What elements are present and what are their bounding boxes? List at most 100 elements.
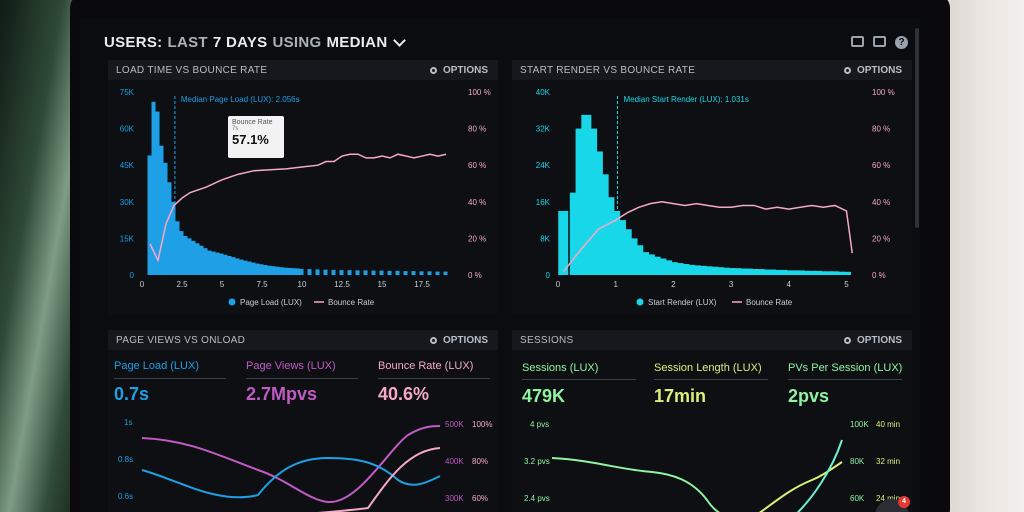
divider — [654, 379, 768, 380]
gear-icon — [429, 66, 437, 74]
bar — [719, 267, 730, 275]
panel-title: LOAD TIME VS BOUNCE RATE — [116, 64, 268, 76]
scrollbar[interactable] — [915, 28, 919, 228]
bar — [817, 271, 828, 275]
y-tick-label: 75K — [120, 88, 135, 97]
x-tick-label: 5 — [220, 280, 225, 289]
start-render-chart: 40K 32K 24K 16K 8K 0 100 % 80 % 60 % 40 % 20 % 0 % 0… — [536, 88, 895, 307]
load-time-chart: 75K 60K 45K 30K 15K 0 100 % 80 % 60 % 40 % 20 % 0 %… — [120, 88, 491, 307]
bar — [379, 270, 384, 275]
bar — [191, 240, 196, 275]
bar — [662, 260, 673, 275]
bar — [765, 269, 776, 275]
bar — [223, 254, 228, 275]
bar — [702, 266, 713, 275]
bar — [679, 264, 690, 275]
divider — [522, 379, 636, 380]
bar — [427, 271, 432, 275]
dashboard-screen: USERS: LAST 7 DAYS USING MEDIAN ? LOAD T… — [80, 18, 920, 512]
tooltip-value: 57.1% — [232, 132, 269, 147]
legend-label: Bounce Rate — [328, 298, 375, 307]
bar — [610, 210, 621, 275]
x-tick-label: 15 — [378, 280, 387, 289]
axis-tick: 500K — [445, 420, 464, 429]
x-tick-label: 10 — [298, 280, 307, 289]
series-line-page-load — [141, 425, 441, 504]
bar — [199, 245, 204, 275]
tooltip-label: Bounce Rate — [232, 119, 273, 126]
axis-tick: 80K — [850, 457, 865, 466]
bar — [598, 174, 609, 275]
title-users: USERS: — [104, 33, 163, 51]
bounce-rate-line — [563, 201, 853, 272]
bar — [443, 271, 448, 275]
bar — [411, 271, 416, 275]
bar — [323, 269, 328, 275]
bar — [195, 243, 200, 275]
options-button[interactable]: OPTIONS — [429, 65, 488, 76]
divider — [114, 378, 226, 379]
monitor-icon[interactable] — [851, 36, 864, 47]
bar — [255, 263, 260, 275]
bar — [263, 264, 268, 275]
bar — [295, 268, 300, 275]
options-button[interactable]: OPTIONS — [843, 64, 902, 76]
axis-tick: 3.2 pvs — [524, 457, 550, 466]
top-toolbar: ? — [851, 36, 908, 49]
bar — [419, 271, 424, 275]
chevron-down-icon[interactable] — [393, 33, 407, 47]
bounce-rate-line — [149, 153, 447, 263]
bar — [737, 268, 748, 275]
bar — [615, 220, 626, 275]
y2-tick-label: 20 % — [468, 234, 486, 243]
bar — [395, 270, 400, 275]
metric-label: Sessions (LUX) — [522, 362, 599, 374]
axis-tick: 60K — [850, 494, 865, 503]
bar — [800, 270, 811, 275]
y-tick-label: 16K — [536, 198, 551, 207]
bar — [267, 265, 272, 275]
y-tick-label: 8K — [540, 234, 550, 243]
axis-tick: 40 min — [876, 420, 901, 429]
y2-tick-label: 100 % — [468, 88, 491, 97]
metric-value: 2.7Mpvs — [246, 384, 318, 404]
y-tick-label: 45K — [120, 161, 135, 170]
panel-header: LOAD TIME VS BOUNCE RATE OPTIONS — [108, 60, 498, 80]
share-icon[interactable] — [873, 36, 886, 47]
bar — [621, 229, 632, 275]
options-label: OPTIONS — [856, 64, 902, 76]
metric-label: Page Views (LUX) — [246, 360, 336, 372]
bar — [283, 267, 288, 275]
bar — [627, 238, 638, 275]
series-line-pvs — [796, 439, 843, 512]
panel-header: START RENDER VS BOUNCE RATE OPTIONS — [512, 60, 912, 80]
bar — [742, 268, 753, 275]
help-icon[interactable]: ? — [895, 36, 908, 49]
y-tick-label: 15K — [120, 234, 135, 243]
bar — [835, 271, 846, 275]
bar — [777, 269, 788, 275]
x-tick-label: 0 — [556, 280, 561, 289]
bar — [183, 235, 188, 275]
options-button[interactable]: OPTIONS — [429, 335, 488, 346]
bar — [347, 270, 352, 275]
options-button[interactable]: OPTIONS — [843, 335, 902, 346]
metric-value: 17min — [654, 386, 707, 406]
bar — [371, 270, 376, 275]
bar — [812, 270, 823, 275]
page-title[interactable]: USERS: LAST 7 DAYS USING MEDIAN — [104, 32, 407, 52]
bar — [235, 258, 240, 275]
axis-tick: 2.4 pvs — [524, 494, 550, 503]
panel-start-render: START RENDER VS BOUNCE RATE OPTIONS 40K 3… — [512, 60, 912, 314]
bar — [247, 261, 252, 275]
bar — [331, 269, 336, 275]
bar — [725, 268, 736, 275]
bar — [207, 250, 212, 275]
bar — [219, 253, 224, 275]
bar — [823, 271, 834, 275]
panel-title: PAGE VIEWS VS ONLOAD — [116, 334, 246, 346]
bar — [167, 182, 172, 275]
bar — [287, 267, 292, 275]
bar — [211, 251, 216, 275]
bar — [731, 268, 742, 275]
